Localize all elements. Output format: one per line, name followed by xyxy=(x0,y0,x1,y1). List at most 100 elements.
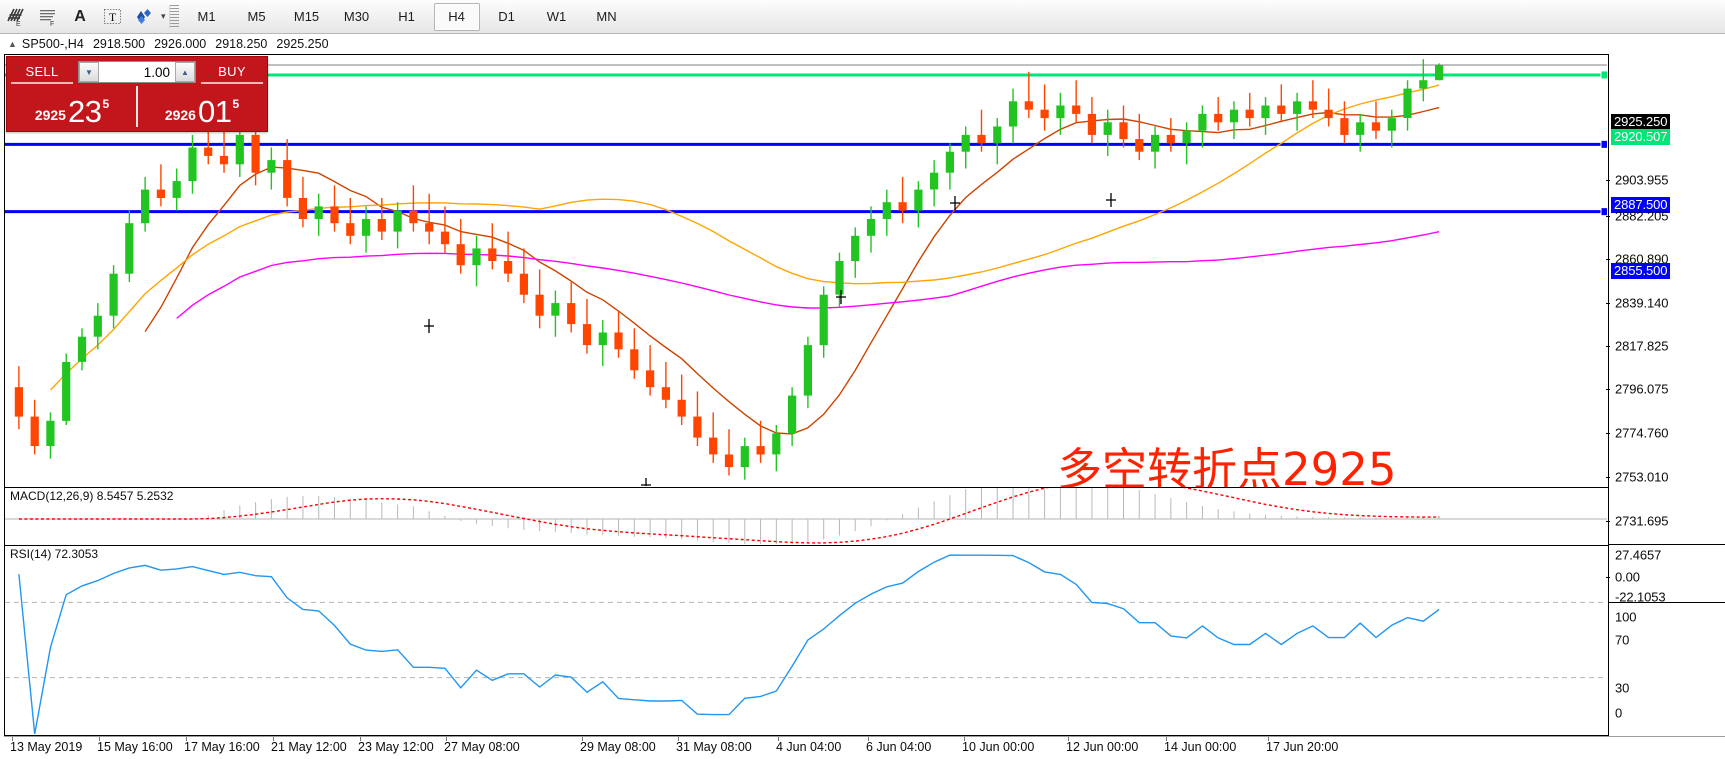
timeframe-h4[interactable]: H4 xyxy=(433,2,480,31)
time-tick xyxy=(1268,737,1269,741)
ask-quote[interactable]: 2926 01 5 xyxy=(137,84,267,131)
price-tick-label: 30 xyxy=(1615,680,1630,696)
time-tick xyxy=(678,737,679,741)
rsi-plot xyxy=(5,554,1607,734)
ohlc-open: 2918.500 xyxy=(92,37,146,51)
expert-advisors-icon[interactable]: E xyxy=(0,3,32,31)
price-highlight-label: 2887.500 xyxy=(1611,197,1671,213)
price-tick xyxy=(1606,216,1610,217)
price-scale[interactable]: 2925.250 2920.507 2903.955 2887.500 2882.205… xyxy=(1606,54,1725,736)
timeframe-h1[interactable]: H1 xyxy=(398,9,415,24)
price-tick-label: 2796.075 xyxy=(1615,381,1669,397)
macd-plot xyxy=(5,488,1607,544)
time-tick-label: 13 May 2019 xyxy=(10,740,83,754)
time-tick-label: 15 May 16:00 xyxy=(97,740,173,754)
time-tick xyxy=(868,737,869,741)
price-tick xyxy=(1606,259,1610,260)
one-click-trading-panel[interactable]: SELL ▼ 1.00 ▲ BUY 2925 23 5 2926 01 5 xyxy=(6,56,268,132)
timeframe-w1[interactable]: W1 xyxy=(546,9,567,24)
price-tick xyxy=(1606,477,1610,478)
price-tick-label: 0 xyxy=(1615,705,1623,721)
price-tick-label: 2839.140 xyxy=(1615,295,1669,311)
trade-quotes-row: 2925 23 5 2926 01 5 xyxy=(7,84,267,131)
volume-increase-icon[interactable]: ▲ xyxy=(175,62,195,82)
timeframe-mn[interactable]: MN xyxy=(596,9,617,24)
price-tick xyxy=(1606,180,1610,181)
ohlc-close: 2925.250 xyxy=(276,37,329,51)
ask-price-prefix: 2926 xyxy=(164,107,196,123)
svg-text:F: F xyxy=(50,21,54,27)
price-tick-label: 2860.890 xyxy=(1615,251,1669,267)
time-tick xyxy=(186,737,187,741)
time-tick xyxy=(1068,737,1069,741)
price-tick-label: 2903.955 xyxy=(1615,172,1669,188)
price-tick-label: 2882.205 xyxy=(1615,208,1669,224)
price-tick-label: -22.1053 xyxy=(1615,589,1666,605)
ohlc-high: 2926.000 xyxy=(154,37,207,51)
sell-button[interactable]: SELL xyxy=(11,61,73,84)
timeframe-m1[interactable]: M1 xyxy=(197,9,216,24)
time-tick-label: 21 May 12:00 xyxy=(271,740,347,754)
price-pane[interactable]: 多空转折点2925 xyxy=(5,55,1608,488)
volume-value[interactable]: 1.00 xyxy=(143,64,170,80)
timeframe-d1[interactable]: D1 xyxy=(498,9,515,24)
time-tick-label: 23 May 12:00 xyxy=(358,740,434,754)
price-tick-label: 2753.010 xyxy=(1615,469,1669,485)
time-tick xyxy=(778,737,779,741)
macd-pane[interactable]: MACD(12,26,9) 8.5457 5.2532 xyxy=(5,488,1608,546)
symbol-label: SP500-,H4 xyxy=(21,37,84,51)
price-tick xyxy=(1606,521,1610,522)
time-tick-label: 14 Jun 00:00 xyxy=(1164,740,1237,754)
price-tick xyxy=(1606,577,1610,578)
svg-text:T: T xyxy=(108,10,116,24)
price-tick xyxy=(1606,433,1610,434)
time-tick xyxy=(360,737,361,741)
indicators-grid-icon[interactable]: F xyxy=(32,3,64,31)
volume-decrease-icon[interactable]: ▼ xyxy=(79,62,99,82)
text-label-icon[interactable]: A xyxy=(74,7,86,25)
price-tick xyxy=(1606,303,1610,304)
timeframe-m30[interactable]: M30 xyxy=(343,9,370,24)
time-tick-label: 27 May 08:00 xyxy=(444,740,520,754)
time-tick xyxy=(1166,737,1167,741)
ask-price-main: 01 xyxy=(197,94,232,129)
toolbar-grip[interactable] xyxy=(168,4,179,29)
time-tick-label: 6 Jun 04:00 xyxy=(866,740,932,754)
price-tick xyxy=(1606,389,1610,390)
chart-frame[interactable]: 多空转折点2925 MACD(12,26,9) 8.5457 5.2532 RS… xyxy=(4,54,1608,736)
time-tick xyxy=(582,737,583,741)
volume-stepper[interactable]: ▼ 1.00 ▲ xyxy=(78,61,196,83)
objects-list-icon[interactable] xyxy=(128,3,160,31)
time-tick xyxy=(99,737,100,741)
price-tick-label: 2774.760 xyxy=(1615,425,1669,441)
price-highlight-label: 2920.507 xyxy=(1611,129,1671,145)
time-tick-label: 17 Jun 20:00 xyxy=(1266,740,1339,754)
rsi-title: RSI(14) 72.3053 xyxy=(10,547,99,561)
main-toolbar: E F A T ▾ xyxy=(0,0,1725,34)
collapse-triangle-icon[interactable]: ▲ xyxy=(8,39,17,49)
buy-button[interactable]: BUY xyxy=(201,61,263,84)
bid-quote[interactable]: 2925 23 5 xyxy=(7,84,137,131)
text-object-icon[interactable]: T xyxy=(96,3,128,31)
time-tick-label: 10 Jun 00:00 xyxy=(962,740,1035,754)
axis-separator xyxy=(1608,544,1725,545)
candlestick-plot xyxy=(5,59,1607,486)
time-tick xyxy=(446,737,447,741)
ask-price-fraction: 5 xyxy=(232,97,240,111)
time-tick-label: 4 Jun 04:00 xyxy=(776,740,842,754)
timeframe-m15[interactable]: M15 xyxy=(293,9,320,24)
chevron-down-icon[interactable]: ▾ xyxy=(161,11,166,21)
timeframe-m5[interactable]: M5 xyxy=(247,9,266,24)
time-tick-label: 29 May 08:00 xyxy=(580,740,656,754)
price-tick-label: 2817.825 xyxy=(1615,338,1669,354)
rsi-pane[interactable]: RSI(14) 72.3053 xyxy=(5,546,1608,735)
bid-price-prefix: 2925 xyxy=(34,107,66,123)
time-tick xyxy=(12,737,13,741)
timeframe-group: M1 M5 M15 M30 H1 H4 D1 W1 MN xyxy=(182,2,632,31)
svg-text:E: E xyxy=(16,21,21,27)
price-highlight-label: 2925.250 xyxy=(1611,114,1671,130)
price-tick-label: 100 xyxy=(1615,609,1637,625)
bid-price-fraction: 5 xyxy=(102,97,110,111)
time-scale[interactable]: 13 May 2019 15 May 16:00 17 May 16:00 21 Ma… xyxy=(4,736,1725,759)
